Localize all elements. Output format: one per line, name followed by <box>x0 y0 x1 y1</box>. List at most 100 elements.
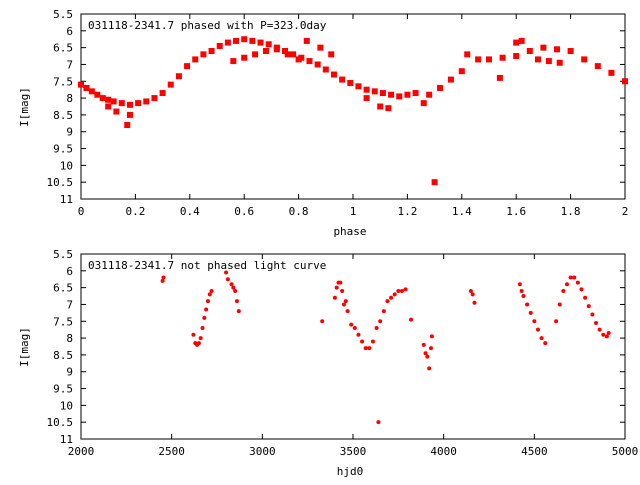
y-tick-label: 6.5 <box>53 42 73 55</box>
data-point <box>231 285 236 290</box>
data-point <box>295 56 302 63</box>
data-point <box>252 51 259 58</box>
y-tick-label: 11 <box>60 193 73 206</box>
data-point <box>314 61 321 68</box>
x-tick-label: 1.6 <box>506 205 526 218</box>
x-tick-label: 5000 <box>612 445 639 458</box>
x-tick-label: 1.4 <box>452 205 472 218</box>
y-tick-label: 8 <box>66 92 73 105</box>
data-point <box>557 302 562 307</box>
data-point <box>202 315 207 320</box>
data-point <box>241 54 248 61</box>
data-point <box>528 310 533 315</box>
data-point <box>392 292 397 297</box>
data-point <box>241 36 248 43</box>
data-point <box>593 320 598 325</box>
data-point <box>420 100 427 107</box>
plot-frame <box>80 13 626 200</box>
data-point <box>303 37 310 44</box>
data-point <box>233 37 240 44</box>
data-point <box>513 39 520 46</box>
data-point <box>225 277 230 282</box>
data-point <box>317 44 324 51</box>
data-point <box>567 48 574 54</box>
data-point <box>338 280 343 285</box>
data-point <box>597 327 602 332</box>
data-point <box>586 304 591 309</box>
data-point <box>572 275 577 280</box>
data-point <box>265 41 272 48</box>
data-point <box>284 51 291 58</box>
data-point <box>389 295 394 300</box>
data-point <box>601 332 606 337</box>
data-point <box>554 46 560 53</box>
data-point <box>196 341 201 346</box>
data-point <box>200 326 205 330</box>
data-point <box>583 295 588 300</box>
y-tick-label: 7 <box>66 58 73 71</box>
data-point <box>118 100 125 107</box>
data-point <box>339 76 346 83</box>
data-point <box>412 90 419 97</box>
data-point <box>290 51 297 58</box>
data-point <box>458 68 465 75</box>
data-point <box>377 103 384 110</box>
x-axis-label: hjd0 <box>337 465 364 478</box>
data-point <box>352 326 357 330</box>
data-point <box>345 309 350 314</box>
chart-title: 031118-2341.7 phased with P=323.0day <box>88 19 327 32</box>
data-point <box>234 299 239 304</box>
data-points <box>160 270 611 425</box>
x-tick-label: 2 <box>622 205 629 218</box>
y-tick-label: 9 <box>66 366 73 379</box>
data-point <box>604 334 609 339</box>
data-point <box>343 299 348 304</box>
y-tick-label: 10.5 <box>47 176 74 189</box>
data-point <box>230 58 237 65</box>
data-point <box>113 108 120 115</box>
data-point <box>341 302 346 307</box>
data-point <box>606 331 611 336</box>
data-point <box>568 275 573 280</box>
data-point <box>94 91 101 98</box>
data-point <box>374 326 379 330</box>
data-point <box>517 282 522 287</box>
phased-light-curve-panel: 031118-2341.7 phased with P=323.0day pha… <box>18 8 628 238</box>
y-tick-label: 10 <box>60 399 73 412</box>
data-point <box>396 93 403 100</box>
data-point <box>105 103 112 110</box>
data-point <box>518 37 525 44</box>
data-point <box>161 275 166 280</box>
x-tick-label: 0.2 <box>125 205 145 218</box>
data-point <box>207 292 212 297</box>
y-tick-label: 10 <box>60 159 73 172</box>
data-point <box>475 56 482 63</box>
data-point <box>233 289 238 293</box>
data-point <box>556 59 563 66</box>
y-tick-label: 6 <box>66 265 73 278</box>
data-point <box>409 317 414 322</box>
data-point <box>513 53 520 60</box>
x-tick-label: 1.8 <box>561 205 581 218</box>
data-point <box>192 56 199 63</box>
data-point <box>209 289 214 293</box>
data-point <box>229 282 234 287</box>
data-point <box>426 91 433 98</box>
data-point <box>581 56 588 63</box>
data-point <box>543 341 548 346</box>
data-point <box>216 42 223 49</box>
data-point <box>594 63 601 70</box>
data-point <box>499 54 506 61</box>
data-point <box>347 79 354 86</box>
data-point <box>429 334 434 339</box>
data-point <box>356 332 361 337</box>
data-point <box>378 319 383 324</box>
data-points <box>78 36 628 186</box>
data-point <box>403 287 408 292</box>
y-tick-label: 9.5 <box>53 383 73 396</box>
y-tick-label: 7 <box>66 298 73 311</box>
data-point <box>224 39 231 46</box>
data-point <box>367 346 372 351</box>
data-point <box>425 354 430 359</box>
data-point <box>535 327 540 332</box>
